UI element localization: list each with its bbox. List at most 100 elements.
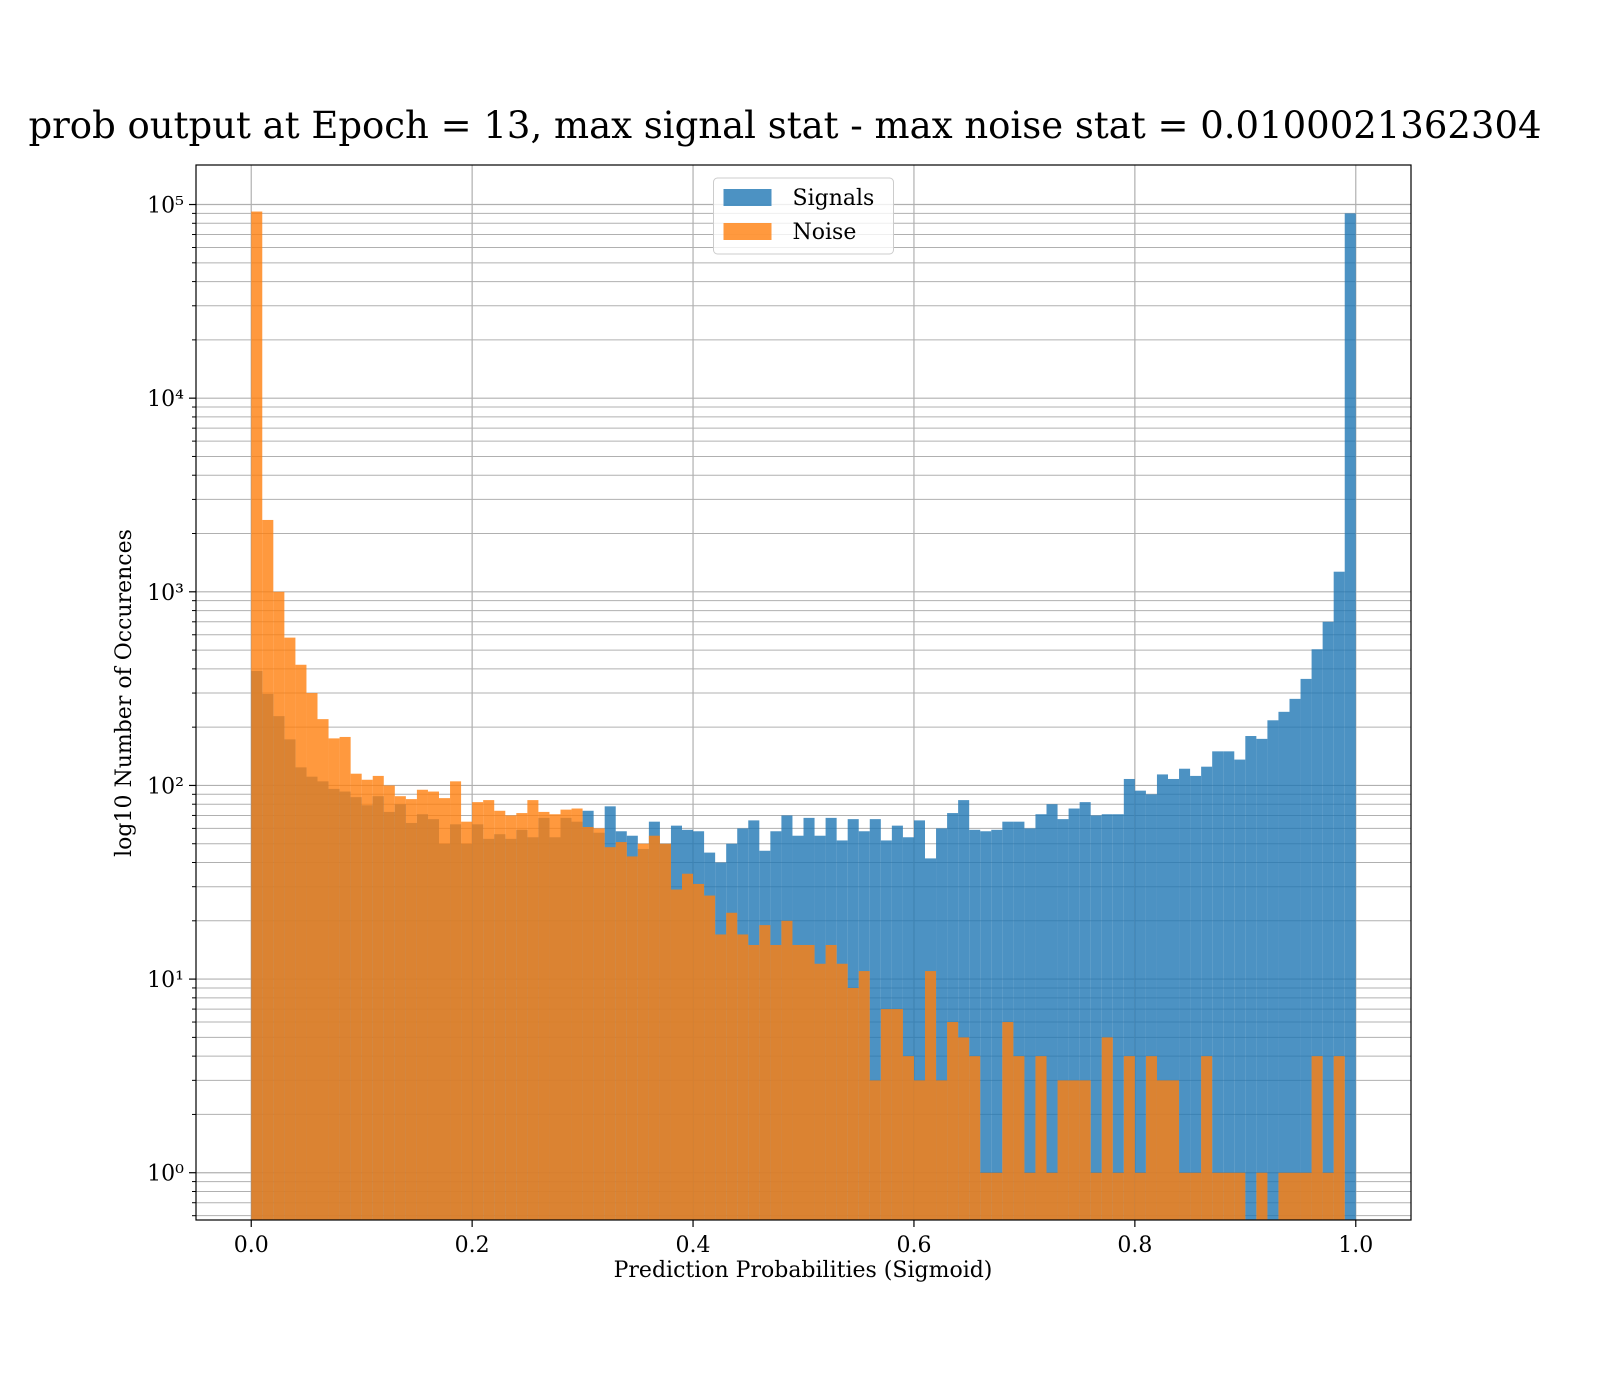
bar bbox=[1134, 1172, 1146, 1220]
bar bbox=[958, 1037, 970, 1220]
bar bbox=[969, 829, 981, 1220]
bar bbox=[1079, 802, 1091, 1220]
bar bbox=[913, 820, 925, 1220]
bar bbox=[1024, 828, 1036, 1220]
bar bbox=[372, 775, 384, 1220]
bar bbox=[1090, 1172, 1102, 1220]
x-tick-label: 0.4 bbox=[676, 1233, 711, 1258]
bar bbox=[339, 736, 351, 1220]
x-tick-label: 0.8 bbox=[1117, 1233, 1152, 1258]
bar bbox=[737, 934, 749, 1220]
bar bbox=[1278, 711, 1290, 1220]
bar bbox=[748, 944, 760, 1220]
bar bbox=[902, 1056, 914, 1220]
bar bbox=[947, 1022, 959, 1220]
bar bbox=[450, 781, 462, 1220]
bar bbox=[670, 889, 682, 1220]
y-tick-label: 10³ bbox=[147, 581, 184, 606]
y-tick-label: 10⁴ bbox=[147, 387, 184, 412]
bar bbox=[1002, 821, 1014, 1220]
bar bbox=[1245, 736, 1257, 1220]
y-axis-label: log10 Number of Occurences bbox=[112, 529, 137, 857]
bar bbox=[1013, 1056, 1025, 1220]
bar bbox=[1068, 808, 1080, 1220]
bar bbox=[527, 800, 539, 1220]
bar bbox=[538, 811, 550, 1220]
bar bbox=[1278, 1172, 1290, 1220]
bar bbox=[693, 883, 705, 1220]
bar bbox=[1333, 571, 1345, 1220]
bar bbox=[516, 813, 528, 1220]
bar bbox=[1223, 1172, 1235, 1220]
bar bbox=[1101, 1037, 1113, 1220]
bar bbox=[582, 827, 594, 1220]
bar bbox=[947, 813, 959, 1220]
bar bbox=[682, 873, 694, 1220]
bar bbox=[1234, 1172, 1246, 1220]
bar bbox=[317, 719, 329, 1220]
bar bbox=[361, 779, 373, 1220]
bar bbox=[295, 664, 307, 1220]
bar bbox=[880, 1009, 892, 1220]
bar bbox=[958, 800, 970, 1220]
bar bbox=[715, 934, 727, 1220]
bar bbox=[847, 987, 859, 1220]
bar bbox=[1046, 804, 1058, 1220]
bar bbox=[1300, 1172, 1312, 1220]
bar bbox=[1289, 1172, 1301, 1220]
bar bbox=[1333, 1056, 1345, 1220]
bar bbox=[1024, 1172, 1036, 1220]
x-tick-label: 0.2 bbox=[455, 1233, 490, 1258]
bar bbox=[483, 800, 495, 1220]
bar bbox=[1101, 814, 1113, 1220]
y-tick-label: 10⁵ bbox=[147, 194, 184, 219]
bar bbox=[803, 944, 815, 1220]
bar bbox=[913, 1080, 925, 1220]
bar bbox=[571, 808, 583, 1220]
bar bbox=[427, 791, 439, 1220]
bar bbox=[1035, 814, 1047, 1220]
bar bbox=[439, 798, 451, 1220]
bar bbox=[781, 920, 793, 1220]
bar bbox=[1168, 1080, 1180, 1220]
x-tick-label: 0.6 bbox=[896, 1233, 931, 1258]
bar bbox=[615, 842, 627, 1220]
bar bbox=[991, 829, 1003, 1220]
bar bbox=[350, 773, 362, 1220]
bar bbox=[1134, 790, 1146, 1220]
bar bbox=[1289, 698, 1301, 1220]
bar bbox=[1311, 1056, 1323, 1220]
bar bbox=[262, 519, 274, 1220]
bar bbox=[1212, 1172, 1224, 1220]
bar bbox=[306, 693, 318, 1220]
bar bbox=[549, 814, 561, 1220]
bar bbox=[1300, 678, 1312, 1220]
bar bbox=[814, 963, 826, 1220]
axes-frame bbox=[195, 164, 1412, 1221]
bar bbox=[1179, 1172, 1191, 1220]
bar bbox=[770, 944, 782, 1220]
bar bbox=[405, 799, 417, 1220]
bar bbox=[1267, 720, 1279, 1220]
legend-label: Signals bbox=[793, 186, 875, 211]
bar bbox=[461, 821, 473, 1220]
bar bbox=[858, 971, 870, 1220]
bar bbox=[472, 802, 484, 1220]
bar bbox=[902, 837, 914, 1220]
bar bbox=[925, 971, 937, 1220]
bar bbox=[726, 912, 738, 1220]
bar bbox=[1179, 768, 1191, 1220]
bar bbox=[416, 789, 428, 1220]
bar bbox=[836, 963, 848, 1220]
bar bbox=[1190, 1172, 1202, 1220]
chart-title: prob output at Epoch = 13, max signal st… bbox=[28, 104, 1541, 147]
bar bbox=[991, 1172, 1003, 1220]
bar bbox=[1123, 778, 1135, 1220]
x-tick-label: 1.0 bbox=[1338, 1233, 1373, 1258]
bar bbox=[1322, 1172, 1334, 1220]
bar bbox=[284, 637, 296, 1220]
bar bbox=[1156, 1080, 1168, 1220]
bar bbox=[659, 843, 671, 1220]
bar bbox=[494, 810, 506, 1220]
